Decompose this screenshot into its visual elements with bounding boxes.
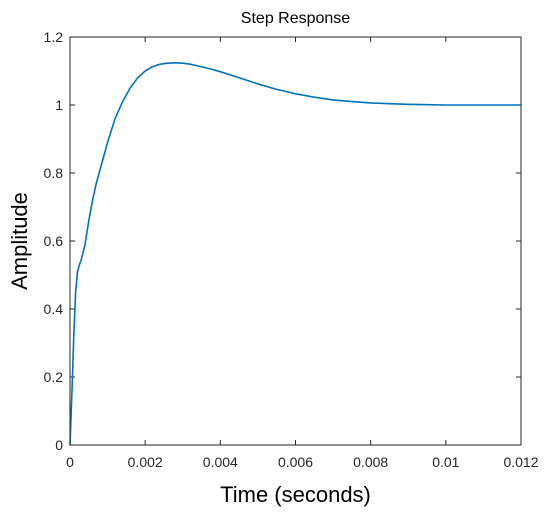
y-axis-label: Amplitude [7,192,32,290]
y-tick-label: 0.6 [44,233,64,249]
x-tick-label: 0.004 [203,454,238,470]
x-tick-label: 0 [66,454,74,470]
x-tick-label: 0.012 [503,454,538,470]
x-tick-label: 0.002 [128,454,163,470]
y-tick-label: 1.2 [44,29,64,45]
x-tick-label: 0.006 [278,454,313,470]
x-tick-label: 0.01 [432,454,459,470]
y-tick-label: 0.4 [44,301,64,317]
chart-title: Step Response [241,10,351,27]
y-tick-label: 0.2 [44,369,64,385]
x-axis-label: Time (seconds) [220,482,371,507]
y-tick-label: 0.8 [44,165,64,181]
y-tick-label: 0 [55,437,63,453]
x-tick-label: 0.008 [353,454,388,470]
y-tick-label: 1 [55,97,63,113]
plot-area [70,37,521,445]
